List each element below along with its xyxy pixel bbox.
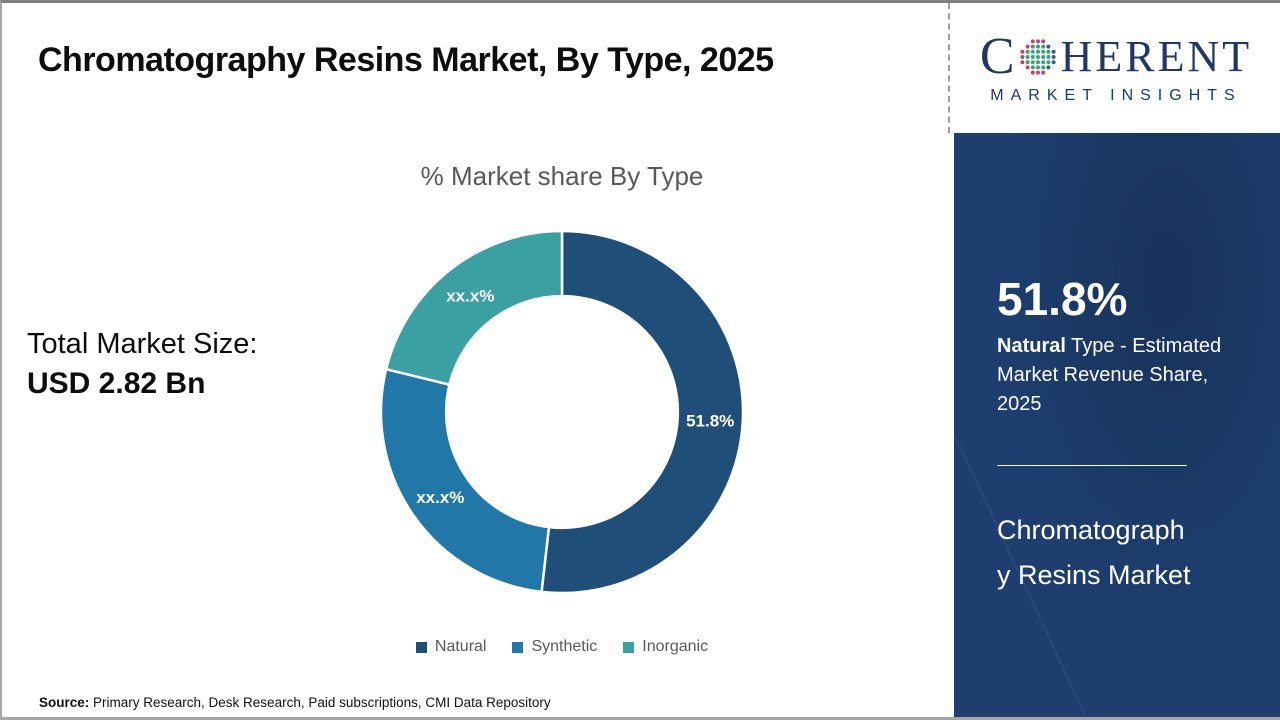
sidebar-divider <box>997 464 1187 467</box>
logo-subtitle: MARKET INSIGHTS <box>990 87 1242 104</box>
legend-marker-natural <box>415 641 427 653</box>
source-line: Source: Primary Research, Desk Research,… <box>39 695 551 710</box>
slice-label-natural: 51.8% <box>686 412 734 431</box>
coherent-globe-icon <box>1019 39 1056 75</box>
donut-slice-synthetic <box>379 368 551 594</box>
sidebar-market-name: Chromatography Resins Market <box>997 515 1191 591</box>
donut-slice-inorganic <box>384 229 564 387</box>
legend-item-natural: Natural <box>415 638 487 656</box>
slice-label-synthetic: xx.x% <box>416 488 464 507</box>
legend-label-inorganic: Inorganic <box>642 638 709 656</box>
donut-chart-block: % Market share By Type 51.8% xx.x% xx.x% N… <box>372 161 752 656</box>
highlight-sidebar: 51.8% Natural Type - Estimated Market Re… <box>954 133 1280 717</box>
donut-chart: 51.8% xx.x% xx.x% <box>379 229 745 595</box>
legend-item-inorganic: Inorganic <box>623 638 708 656</box>
page-title: Chromatography Resins Market, By Type, 2… <box>38 41 774 79</box>
stat-value: 51.8% <box>997 273 1128 325</box>
stat-description-rest: Type - Estimated Market Revenue Share, 2… <box>997 334 1222 415</box>
chart-legend: Natural Synthetic Inorganic <box>372 638 752 656</box>
coherent-logo: C HERENT <box>980 31 1252 83</box>
legend-marker-synthetic <box>512 641 524 653</box>
legend-label-natural: Natural <box>434 638 487 656</box>
chart-title: % Market share By Type <box>420 161 704 191</box>
total-market-size-block: Total Market Size: USD 2.82 Bn <box>27 325 257 405</box>
source-label: Source: <box>39 695 90 710</box>
stat-description: Natural Type - Estimated Market Revenue … <box>997 332 1247 419</box>
logo-letters-herent: HERENT <box>1060 32 1253 81</box>
total-market-size-value: USD 2.82 Bn <box>27 367 206 401</box>
legend-label-synthetic: Synthetic <box>531 638 598 656</box>
slice-label-inorganic: xx.x% <box>446 286 494 305</box>
logo-panel: C HERENT MARKET INSIGHTS <box>948 3 1280 133</box>
total-market-size-label: Total Market Size: <box>27 328 258 360</box>
legend-marker-inorganic <box>623 641 635 653</box>
stat-description-bold: Natural <box>997 334 1066 357</box>
logo-letter-c: C <box>979 28 1015 85</box>
donut-slice-natural <box>540 229 745 595</box>
source-text: Primary Research, Desk Research, Paid su… <box>89 695 551 710</box>
legend-item-synthetic: Synthetic <box>512 638 597 656</box>
